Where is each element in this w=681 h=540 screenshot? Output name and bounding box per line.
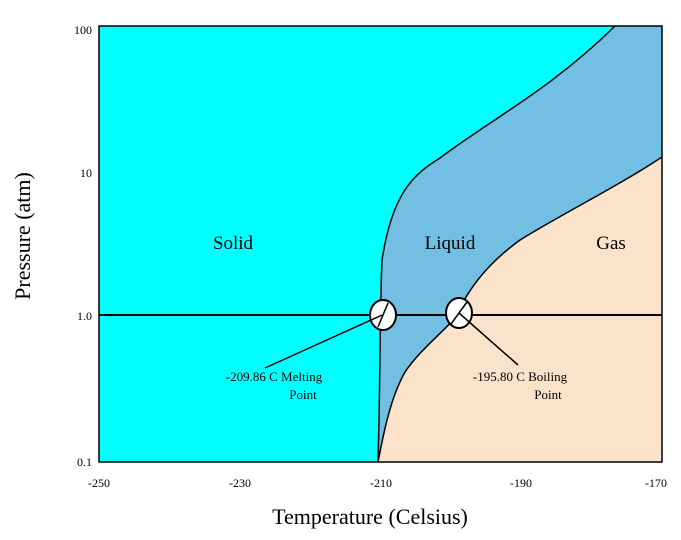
melting-point-leader [264, 314, 383, 369]
solid-label: Solid [213, 233, 254, 254]
y-tick-1: 1.0 [77, 309, 92, 323]
melting-point-label-line1: -209.86 C Melting [226, 369, 323, 384]
y-tick-0-1: 0.1 [77, 455, 92, 469]
x-tick-230: -230 [229, 476, 251, 490]
boiling-point-label-line1: -195.80 C Boiling [473, 369, 568, 384]
melting-point-marker-cross [377, 302, 389, 328]
x-axis-title: Temperature (Celsius) [272, 504, 468, 529]
x-tick-250: -250 [88, 476, 110, 490]
melting-point-label-line2: Point [289, 387, 317, 402]
melting-curve [377, 25, 616, 463]
boiling-point-label-line2: Point [534, 387, 562, 402]
x-tick-190: -190 [510, 476, 532, 490]
liquid-label: Liquid [425, 233, 476, 254]
gas-label: Gas [596, 233, 626, 254]
x-tick-210: -210 [370, 476, 392, 490]
x-tick-170: -170 [645, 476, 667, 490]
liquid-region [378, 26, 662, 462]
y-tick-10: 10 [80, 166, 92, 180]
gas-region [378, 157, 662, 462]
plot-frame [98, 25, 663, 463]
y-axis-title: Pressure (atm) [10, 172, 35, 300]
y-tick-100: 100 [74, 23, 92, 37]
boiling-point-leader [458, 312, 519, 366]
